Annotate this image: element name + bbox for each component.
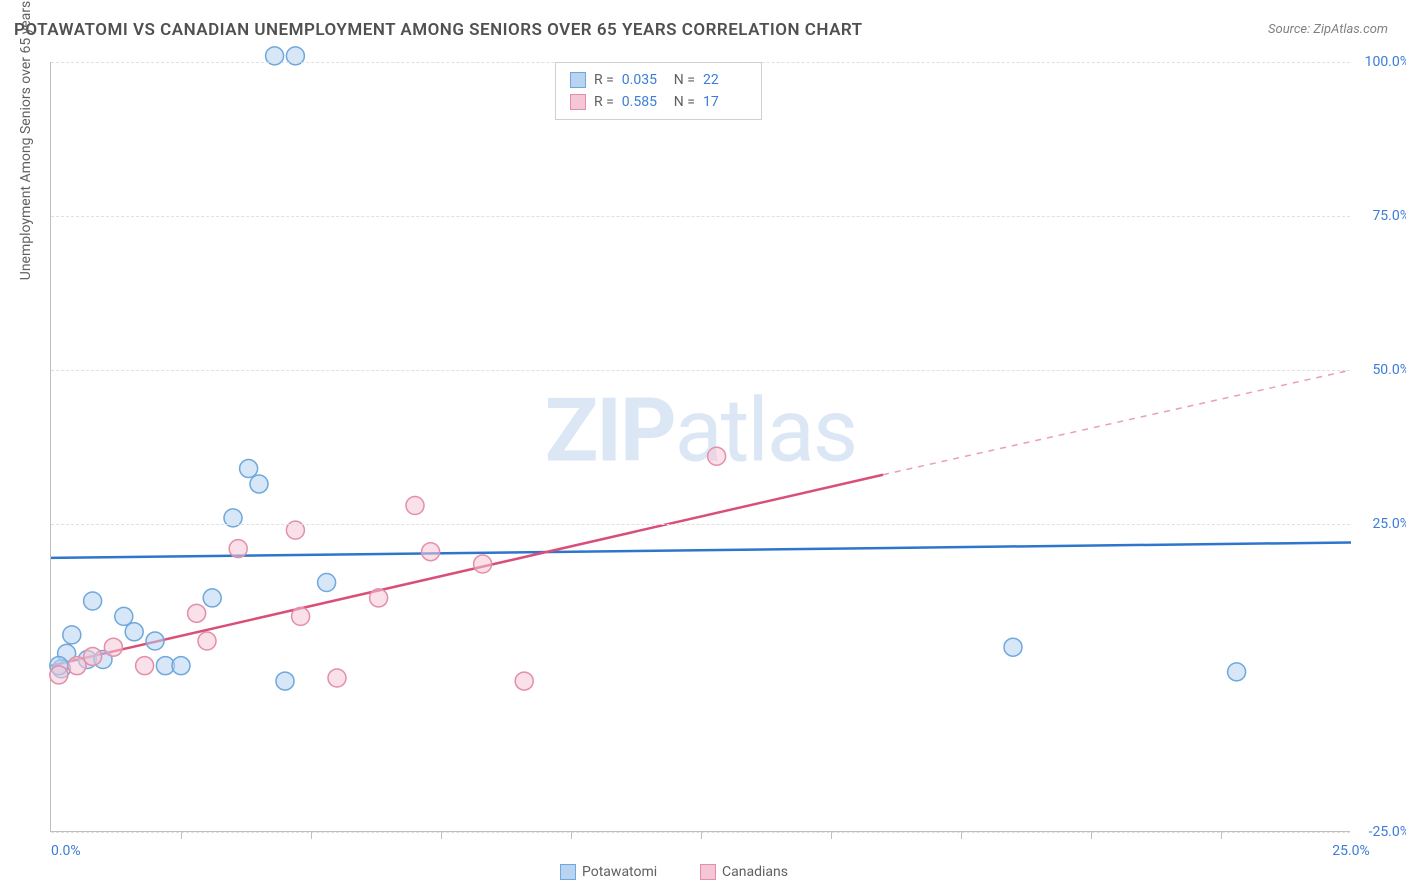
x-tick-label: 0.0% bbox=[51, 843, 81, 859]
swatch-icon bbox=[700, 864, 716, 880]
stat-label: N = bbox=[674, 69, 695, 91]
stat-value: 0.035 bbox=[622, 69, 666, 91]
stats-legend-box: R = 0.035 N = 22 R = 0.585 N = 17 bbox=[555, 62, 762, 120]
y-axis-title: Unemployment Among Seniors over 65 years bbox=[18, 1, 34, 281]
y-tick-label: 75.0% bbox=[1372, 208, 1406, 224]
plot-area: ZIPatlas 100.0%75.0%50.0%25.0%-25.0%0.0%… bbox=[50, 62, 1350, 832]
legend-label: Potawatomi bbox=[582, 864, 657, 880]
y-tick-label: 50.0% bbox=[1372, 362, 1406, 378]
gridline bbox=[51, 524, 1350, 525]
legend-label: Canadians bbox=[722, 864, 788, 880]
x-tick-label: 25.0% bbox=[1332, 843, 1370, 859]
stat-value: 22 bbox=[703, 69, 747, 91]
x-tick bbox=[1091, 831, 1092, 839]
gridline bbox=[51, 370, 1350, 371]
chart-title: POTAWATOMI VS CANADIAN UNEMPLOYMENT AMON… bbox=[14, 20, 863, 40]
bottom-legend-item: Potawatomi bbox=[560, 864, 657, 880]
x-tick bbox=[441, 831, 442, 839]
stat-value: 17 bbox=[703, 91, 747, 113]
x-tick bbox=[961, 831, 962, 839]
swatch-icon bbox=[570, 72, 586, 88]
x-tick bbox=[181, 831, 182, 839]
stats-row: R = 0.035 N = 22 bbox=[570, 69, 747, 91]
plot-svg bbox=[51, 62, 1350, 831]
source-attribution: Source: ZipAtlas.com bbox=[1268, 22, 1388, 37]
y-tick-label: 25.0% bbox=[1372, 516, 1406, 532]
y-tick-label: -25.0% bbox=[1369, 824, 1406, 840]
y-tick-label: 100.0% bbox=[1365, 54, 1406, 70]
x-tick bbox=[1221, 831, 1222, 839]
stat-label: N = bbox=[674, 91, 695, 113]
stat-value: 0.585 bbox=[622, 91, 666, 113]
x-tick bbox=[701, 831, 702, 839]
stats-row: R = 0.585 N = 17 bbox=[570, 91, 747, 113]
x-tick bbox=[311, 831, 312, 839]
stat-label: R = bbox=[594, 69, 614, 91]
swatch-icon bbox=[570, 94, 586, 110]
bottom-legend-item: Canadians bbox=[700, 864, 788, 880]
x-tick bbox=[571, 831, 572, 839]
chart-container: POTAWATOMI VS CANADIAN UNEMPLOYMENT AMON… bbox=[0, 0, 1406, 892]
stat-label: R = bbox=[594, 91, 614, 113]
swatch-icon bbox=[560, 864, 576, 880]
gridline bbox=[51, 216, 1350, 217]
x-tick bbox=[831, 831, 832, 839]
